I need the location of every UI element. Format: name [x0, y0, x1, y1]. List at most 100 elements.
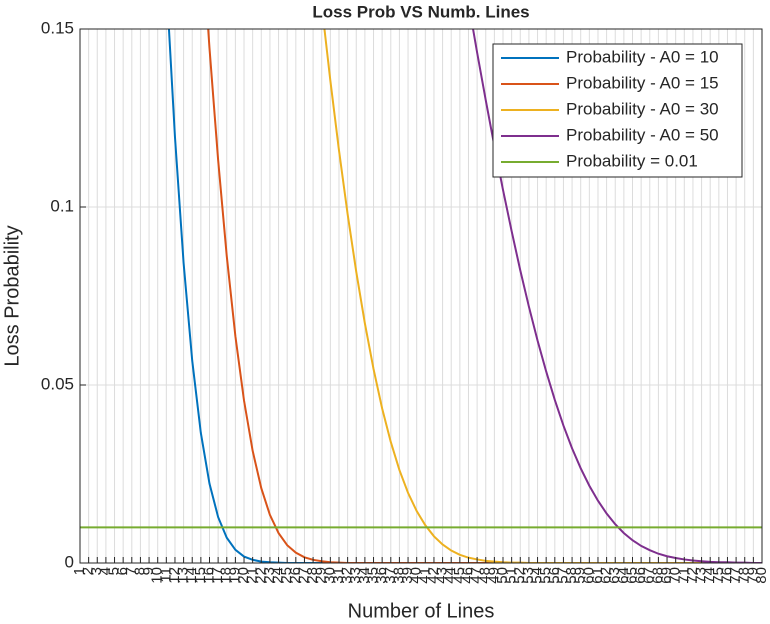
x-tick-label: 12	[166, 567, 183, 584]
x-tick-label: 59	[572, 567, 589, 584]
x-tick-label: 47	[468, 567, 485, 584]
x-tick-label: 27	[295, 567, 312, 584]
x-tick-label: 65	[623, 567, 640, 584]
x-tick-label: 76	[718, 567, 735, 584]
x-tick-label: 8	[131, 567, 148, 575]
x-tick-label: 50	[494, 567, 511, 584]
x-tick-label: 34	[356, 567, 373, 584]
x-tick-label: 51	[503, 567, 520, 584]
x-tick-label: 48	[477, 567, 494, 584]
x-tick-label: 78	[736, 567, 753, 584]
series-line	[207, 29, 762, 563]
x-tick-label: 72	[684, 567, 701, 584]
legend-label: Probability - A0 = 10	[566, 47, 719, 66]
x-tick-label: 28	[304, 567, 321, 584]
series-line	[472, 29, 762, 563]
y-tick-label: 0.05	[41, 374, 74, 393]
x-tick-label: 49	[485, 567, 502, 584]
x-tick-label: 53	[520, 567, 537, 584]
x-tick-label: 22	[252, 567, 269, 584]
x-tick-label: 31	[330, 567, 347, 584]
x-tick-label: 2	[80, 567, 97, 575]
y-tick-label: 0	[65, 552, 74, 571]
x-tick-label: 5	[106, 567, 123, 575]
ticks: 1234567891011121314151617181920212223242…	[41, 18, 770, 583]
x-tick-label: 1	[71, 567, 88, 575]
x-tick-label: 21	[244, 567, 261, 584]
chart-title: Loss Prob VS Numb. Lines	[312, 2, 529, 21]
x-tick-label: 46	[459, 567, 476, 584]
x-tick-label: 40	[408, 567, 425, 584]
x-tick-label: 29	[313, 567, 330, 584]
x-tick-label: 57	[554, 567, 571, 584]
x-tick-label: 13	[175, 567, 192, 584]
x-tick-label: 56	[546, 567, 563, 584]
x-tick-label: 71	[675, 567, 692, 584]
x-tick-label: 52	[511, 567, 528, 584]
x-tick-label: 67	[641, 567, 658, 584]
x-tick-label: 11	[157, 567, 174, 583]
x-tick-label: 14	[183, 567, 200, 584]
x-tick-label: 54	[529, 567, 546, 584]
legend-label: Probability = 0.01	[566, 151, 698, 170]
y-tick-label: 0.1	[50, 196, 74, 215]
x-tick-label: 6	[114, 567, 131, 575]
legend-label: Probability - A0 = 30	[566, 99, 719, 118]
y-axis-label: Loss Probability	[1, 225, 23, 366]
x-tick-label: 80	[753, 567, 770, 584]
x-tick-label: 26	[287, 567, 304, 584]
x-tick-label: 42	[425, 567, 442, 584]
x-tick-label: 43	[434, 567, 451, 584]
x-tick-label: 24	[270, 567, 287, 584]
y-tick-label: 0.15	[41, 18, 74, 37]
x-axis-label: Number of Lines	[348, 600, 495, 622]
x-tick-label: 33	[347, 567, 364, 584]
x-tick-label: 45	[451, 567, 468, 584]
x-tick-label: 38	[390, 567, 407, 584]
x-tick-label: 61	[589, 567, 606, 584]
x-tick-label: 35	[364, 567, 381, 584]
x-tick-label: 66	[632, 567, 649, 584]
x-tick-label: 74	[701, 567, 718, 584]
x-tick-label: 18	[218, 567, 235, 584]
x-tick-label: 63	[606, 567, 623, 584]
x-tick-label: 36	[373, 567, 390, 584]
x-tick-label: 10	[149, 567, 166, 584]
x-tick-label: 25	[278, 567, 295, 584]
x-tick-label: 15	[192, 567, 209, 584]
x-tick-label: 19	[226, 567, 243, 584]
x-tick-label: 77	[727, 567, 744, 584]
x-tick-label: 55	[537, 567, 554, 584]
axes-box	[79, 28, 763, 564]
x-tick-label: 70	[667, 567, 684, 584]
x-tick-label: 30	[321, 567, 338, 584]
lines	[80, 29, 762, 563]
x-tick-label: 75	[710, 567, 727, 584]
x-tick-label: 41	[416, 567, 433, 584]
legend-label: Probability - A0 = 15	[566, 73, 719, 92]
legend: Probability - A0 = 10 Probability - A0 = …	[492, 43, 743, 178]
x-tick-label: 73	[693, 567, 710, 584]
x-tick-label: 23	[261, 567, 278, 584]
x-tick-label: 68	[649, 567, 666, 584]
x-tick-label: 37	[382, 567, 399, 584]
x-tick-label: 3	[88, 567, 105, 575]
x-tick-label: 39	[399, 567, 416, 584]
x-tick-label: 17	[209, 567, 226, 584]
x-tick-label: 7	[123, 567, 140, 575]
x-tick-label: 32	[339, 567, 356, 584]
x-tick-label: 69	[658, 567, 675, 584]
x-tick-label: 16	[200, 567, 217, 584]
x-tick-label: 58	[563, 567, 580, 584]
x-tick-label: 44	[442, 567, 459, 584]
x-tick-label: 60	[580, 567, 597, 584]
x-tick-label: 9	[140, 567, 157, 575]
legend-label: Probability - A0 = 50	[566, 125, 719, 144]
x-tick-label: 62	[598, 567, 615, 584]
x-tick-label: 20	[235, 567, 252, 584]
series-line	[323, 29, 762, 563]
x-tick-label: 79	[744, 567, 761, 584]
x-tick-label: 64	[615, 567, 632, 584]
x-tick-label: 4	[97, 567, 114, 575]
